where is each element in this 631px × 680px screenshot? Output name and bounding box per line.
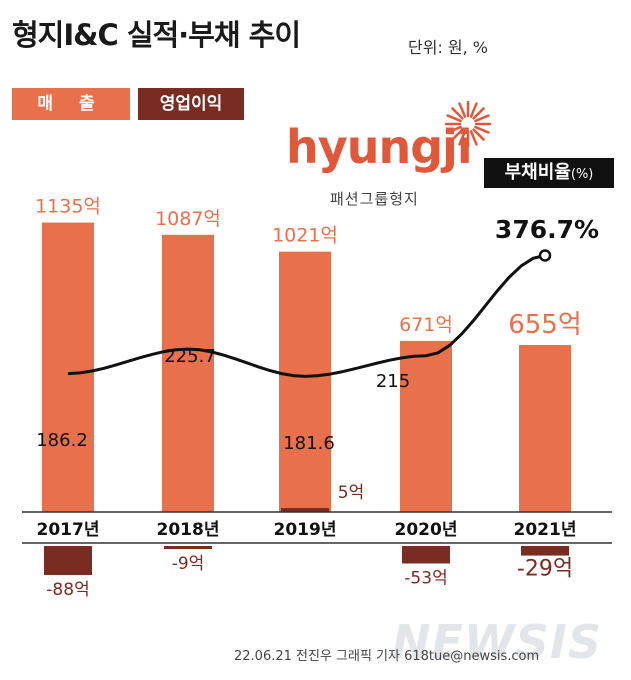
debt-ratio-label: 부채비율 [504,162,571,183]
logo-burst-ray [458,102,467,118]
operating-profit-label: 5억 [338,483,364,503]
operating-profit-bar [402,546,450,564]
sales-label: 655억 [508,310,582,340]
sales-bar [42,222,94,512]
logo-burst-ray [469,102,478,118]
debt-ratio-label: 181.6 [283,433,335,454]
sales-label: 671억 [399,314,453,336]
logo-burst-ray [451,128,464,141]
legend-operating-profit: 영업이익 [138,88,244,120]
debt-ratio-box: 부채비율(%) [484,158,614,188]
logo-burst-ray [458,130,467,146]
chart-title: 형지I&C 실적·부채 추이 [12,18,301,52]
sales-label: 1135억 [35,196,101,218]
legend-sales: 매 출 [12,88,130,120]
watermark: NEWSIS [392,615,603,669]
operating-profit-bar [281,508,329,512]
operating-profit-bar [521,546,569,556]
x-tick-label: 2017년 [37,520,100,540]
sales-label: 1087억 [155,208,221,230]
operating-profit-bar [44,546,92,576]
x-tick-label: 2020년 [395,520,458,540]
x-tick-label: 2018년 [157,520,220,540]
operating-profit-label: -53억 [404,568,447,588]
logo-burst-ray [446,114,462,123]
debt-ratio-label: 215 [376,371,410,392]
logo-subtitle: 패션그룹형지 [330,190,419,208]
operating-profit-label: -9억 [172,554,205,574]
operating-profit-label: -29억 [517,557,573,582]
logo-burst-ray [469,130,478,146]
logo-burst-ray [472,128,485,141]
operating-profit-bar [164,546,212,549]
logo-burst-ray [472,107,485,120]
operating-profit-label: -88억 [46,580,89,600]
logo-burst-ray [474,114,490,123]
x-tick-label: 2021년 [514,520,577,540]
logo-burst-ray [451,107,464,120]
unit-label: 단위: 원, % [408,38,489,57]
sales-bar [400,340,452,512]
debt-ratio-label: 376.7% [495,215,599,244]
sales-label: 1021억 [272,225,338,247]
debt-ratio-point [538,249,552,262]
logo-burst-icon [444,100,492,148]
sales-bar [279,251,331,512]
debt-ratio-line [67,253,546,378]
sales-bar [162,234,214,512]
logo-burst-ray [474,125,490,134]
logo-text: hyungji [286,120,473,174]
debt-ratio-label: 186.2 [36,430,88,451]
footer-credit: 22.06.21 전진우 그래픽 기자 618tue@newsis.com [234,649,540,664]
logo-burst-ray [446,125,462,134]
debt-ratio-label: 225.7 [164,346,216,367]
debt-ratio-unit: (%) [570,167,594,182]
sales-bar [519,344,571,512]
x-tick-label: 2019년 [274,520,337,540]
